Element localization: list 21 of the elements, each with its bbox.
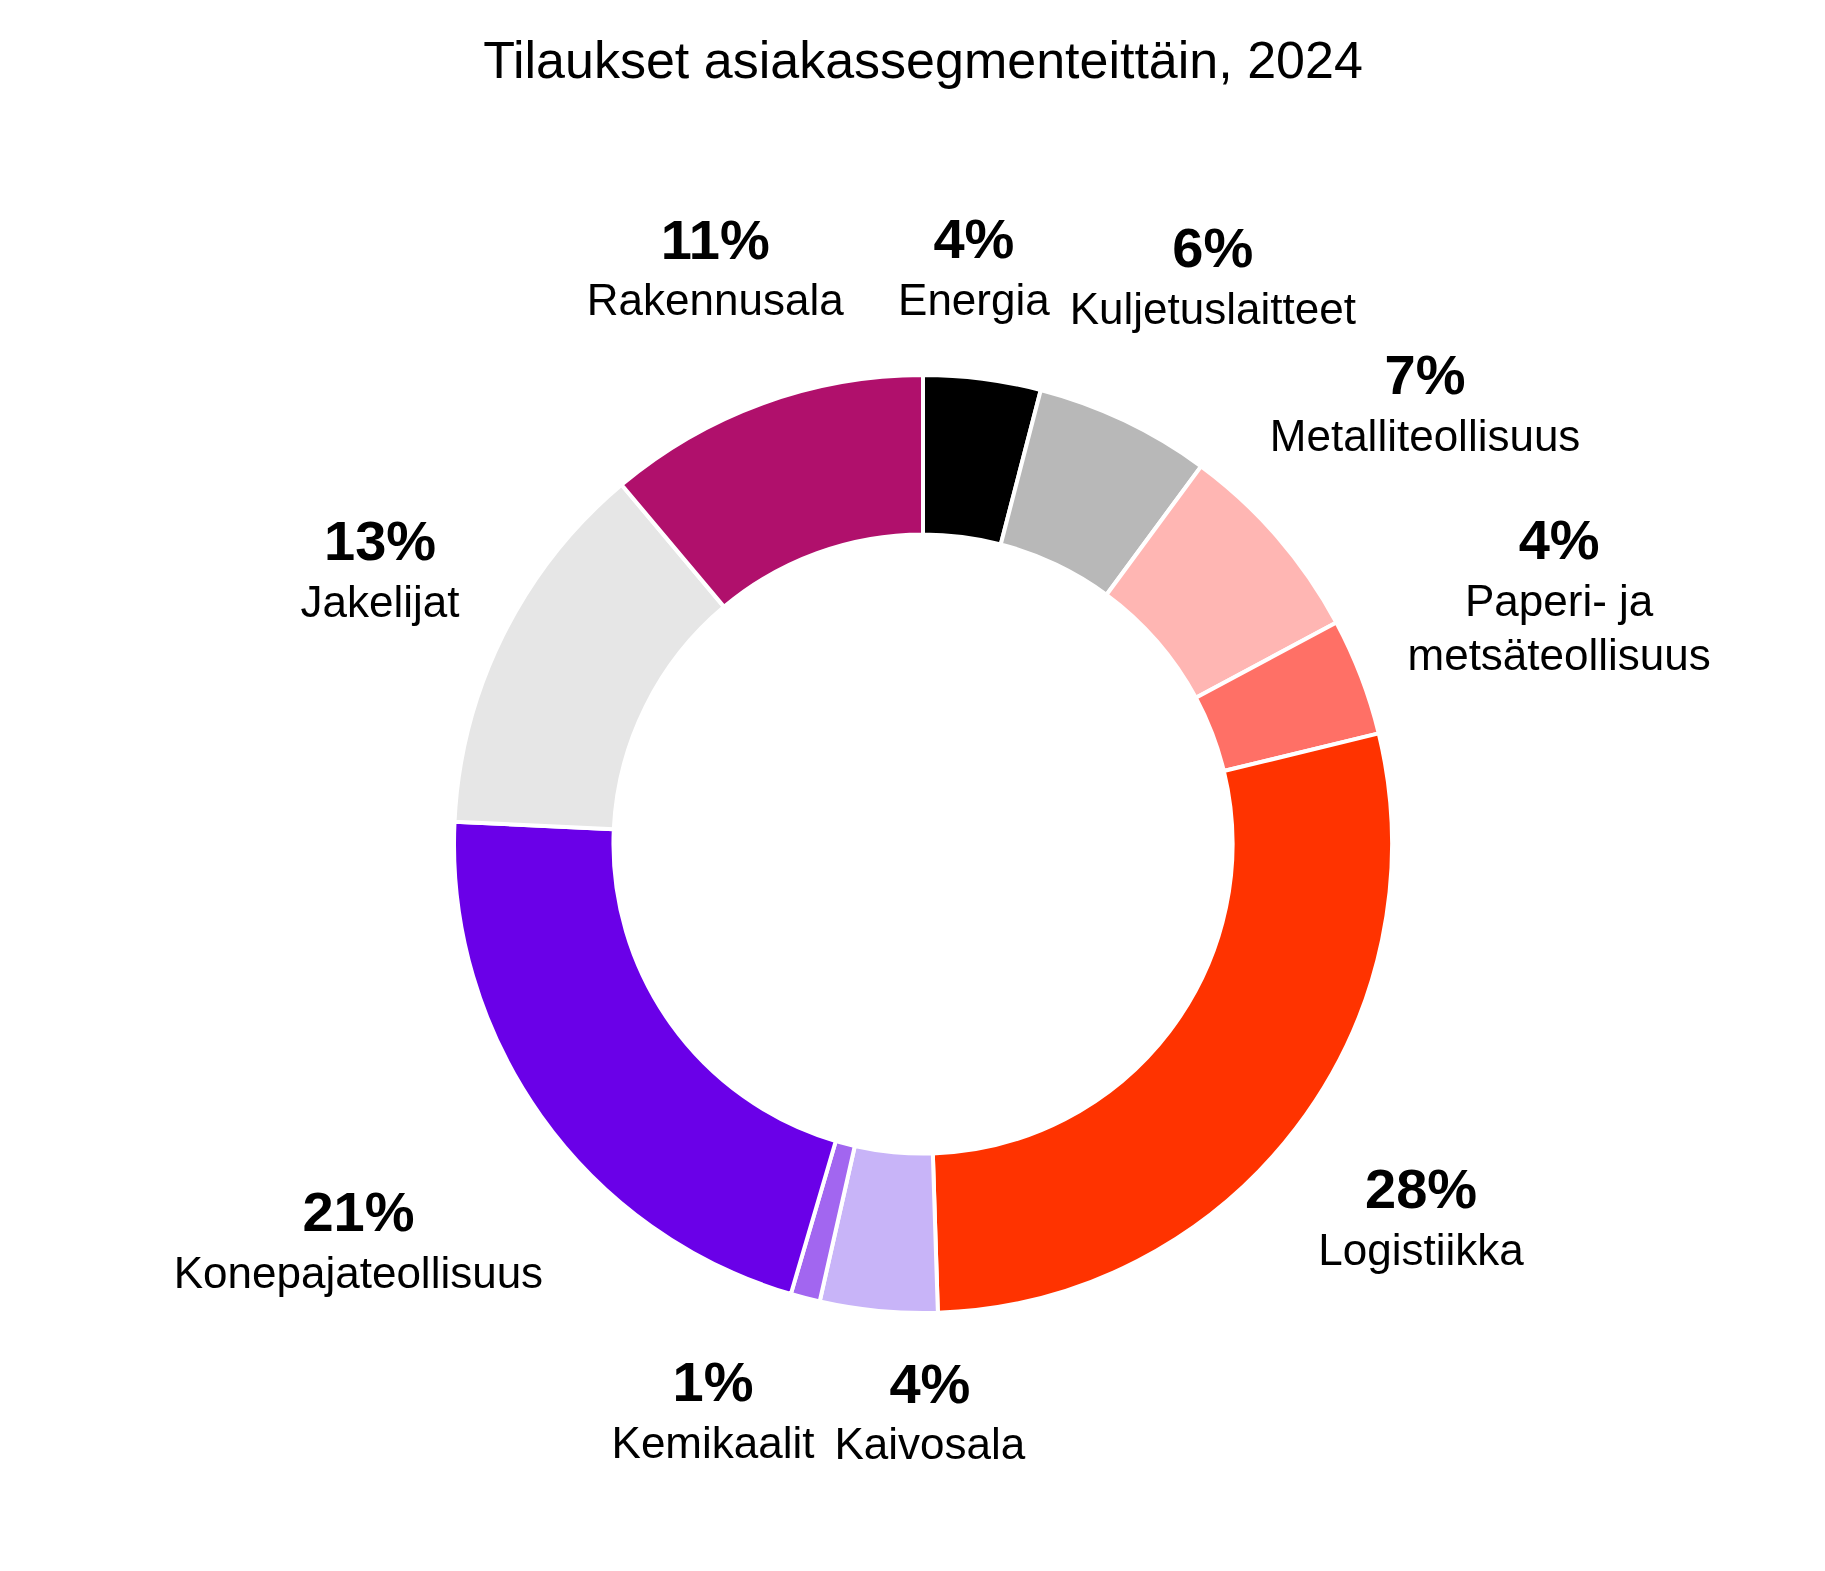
chart-title: Tilaukset asiakassegmenteittäin, 2024 (483, 31, 1363, 90)
data-label: 4% (1518, 508, 1600, 572)
data-label: 6% (1172, 216, 1254, 280)
data-label: 21% (302, 1180, 415, 1244)
data-label: 28% (1364, 1157, 1478, 1221)
slice-label: Konepajateollisuus (173, 1248, 544, 1298)
data-label: 4% (889, 1351, 971, 1415)
slice-label: Jakelijat (300, 577, 460, 627)
data-label: 1% (672, 1350, 754, 1414)
slice-label: Kaivosala (834, 1419, 1026, 1469)
slice-label: Kuljetuslaitteet (1069, 283, 1356, 333)
slice-label: Kemikaalit (611, 1417, 815, 1467)
slice-label: Rakennusala (586, 275, 845, 325)
slice-label: Energia (898, 274, 1051, 324)
slice-label: Paperi- ja metsäteollisuus (1407, 576, 1711, 680)
data-label: 13% (324, 509, 437, 573)
data-label: 4% (933, 206, 1015, 270)
data-label: 11% (660, 207, 770, 271)
slice-label: Metalliteollisuus (1269, 411, 1581, 461)
slice-label: Logistiikka (1318, 1225, 1525, 1275)
data-label: 7% (1384, 343, 1466, 407)
